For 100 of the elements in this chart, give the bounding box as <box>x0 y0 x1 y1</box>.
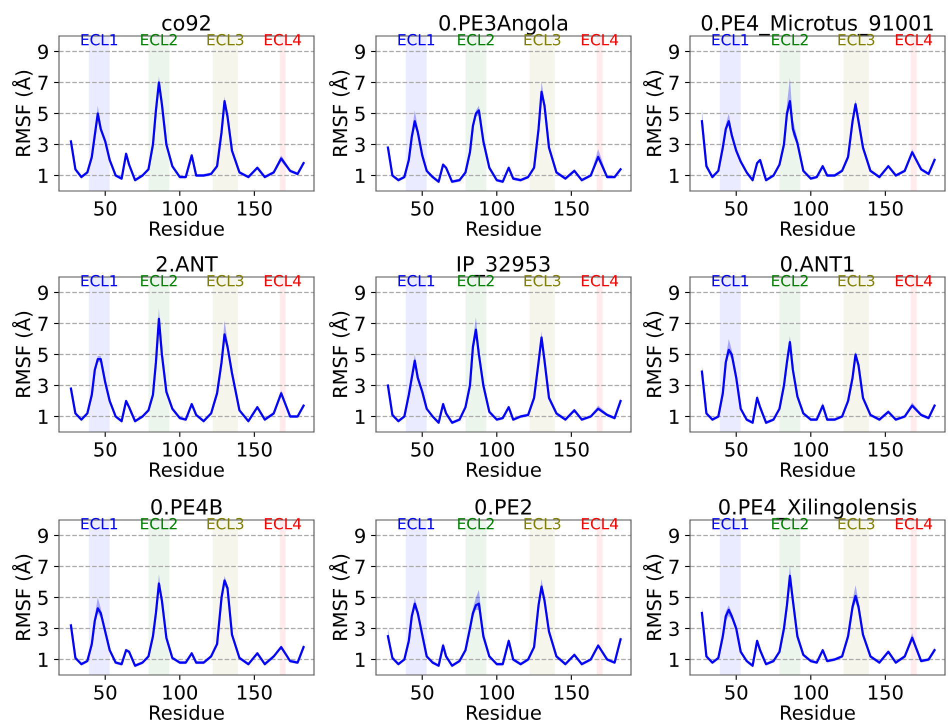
chart-title: 0.PE2 <box>475 498 531 515</box>
y-axis-title: RMSF (Å) <box>12 554 33 640</box>
band-label: ECL2 <box>458 518 494 530</box>
x-tick-label: 50 <box>725 442 748 457</box>
band-label: ECL1 <box>398 274 434 286</box>
y-axis-title: RMSF (Å) <box>329 312 350 397</box>
y-tick-label: 3 <box>38 137 48 152</box>
y-tick-label: 9 <box>355 528 365 544</box>
y-tick-label: 3 <box>355 621 365 636</box>
chart-title: IP_32953 <box>458 256 550 276</box>
x-tick-label: 50 <box>725 201 748 216</box>
y-tick-label: 7 <box>356 560 365 574</box>
y-tick-label: 9 <box>38 44 48 60</box>
x-tick-label: 50 <box>411 201 434 216</box>
y-tick-label: 5 <box>355 106 365 122</box>
y-tick-label: 9 <box>355 44 365 60</box>
chart-title: 0.PE3Angola <box>439 14 568 35</box>
x-tick-label: 50 <box>94 442 116 457</box>
band-label: ECL4 <box>582 274 618 286</box>
chart-title: co92 <box>162 14 210 31</box>
y-tick-label: 9 <box>669 528 679 544</box>
band-label: ECL4 <box>896 274 932 286</box>
x-tick-label: 50 <box>411 685 434 700</box>
x-axis-title: Residue <box>467 462 541 477</box>
y-tick-label: 3 <box>38 378 48 394</box>
x-tick-label: 100 <box>480 442 514 457</box>
y-tick-label: 1 <box>670 168 678 183</box>
x-axis-title: Residue <box>781 704 855 720</box>
y-tick-label: 7 <box>38 560 48 574</box>
y-axis-title: RMSF (Å) <box>643 70 664 156</box>
x-tick-label: 150 <box>868 685 903 700</box>
x-tick-label: 100 <box>163 685 198 700</box>
x-axis-title: Residue <box>467 220 541 236</box>
y-tick-label: 3 <box>355 137 365 152</box>
x-tick-label: 150 <box>238 685 272 700</box>
band-label: ECL4 <box>264 274 302 286</box>
x-tick-label: 100 <box>794 442 828 457</box>
x-tick-label: 50 <box>94 201 116 216</box>
band-label: ECL1 <box>81 34 118 46</box>
band-label: ECL2 <box>141 518 177 530</box>
x-tick-label: 100 <box>480 685 514 700</box>
y-tick-label: 5 <box>355 348 365 362</box>
y-tick-label: 1 <box>356 168 364 183</box>
band-label: ECL3 <box>207 34 244 46</box>
y-tick-label: 9 <box>669 44 679 60</box>
y-axis-title: RMSF (Å) <box>12 70 33 156</box>
band-label: ECL2 <box>141 34 177 46</box>
band-label: ECL1 <box>712 274 748 286</box>
y-tick-label: 7 <box>670 560 679 574</box>
chart-title: 0.PE4_Xilingolensis <box>719 498 916 520</box>
band-label: ECL4 <box>582 34 618 46</box>
x-tick-label: 150 <box>238 201 272 216</box>
x-tick-label: 100 <box>794 685 828 700</box>
band-label: ECL3 <box>207 274 244 286</box>
y-tick-label: 9 <box>38 528 48 544</box>
band-label: ECL1 <box>81 518 118 530</box>
x-tick-label: 50 <box>411 442 434 457</box>
y-tick-label: 5 <box>38 106 48 122</box>
y-tick-label: 5 <box>669 106 679 122</box>
chart-title: 0.ANT1 <box>781 256 854 272</box>
y-tick-label: 1 <box>39 652 48 667</box>
x-axis-title: Residue <box>150 220 224 236</box>
x-tick-label: 100 <box>794 201 828 216</box>
x-tick-label: 100 <box>163 442 198 457</box>
y-tick-label: 1 <box>39 168 48 183</box>
y-tick-label: 5 <box>669 348 679 362</box>
y-tick-label: 5 <box>355 590 365 606</box>
chart-title: 0.PE4B <box>151 498 222 515</box>
chart-title: 0.PE4_Microtus_91001 <box>702 14 933 36</box>
y-tick-label: 5 <box>669 590 679 606</box>
x-axis-title: Residue <box>781 462 855 477</box>
y-axis-title: RMSF (Å) <box>643 312 664 397</box>
y-tick-label: 7 <box>670 316 679 331</box>
band-label: ECL3 <box>207 518 244 530</box>
y-tick-label: 5 <box>38 348 48 362</box>
x-tick-label: 100 <box>163 201 198 216</box>
y-tick-label: 7 <box>38 76 48 90</box>
x-tick-label: 150 <box>868 201 903 216</box>
band-label: ECL3 <box>524 518 560 530</box>
band-label: ECL1 <box>712 34 748 46</box>
band-label: ECL3 <box>524 34 560 46</box>
y-tick-label: 3 <box>669 378 679 394</box>
x-tick-label: 150 <box>554 685 589 700</box>
y-tick-label: 7 <box>38 316 48 331</box>
y-tick-label: 1 <box>39 410 48 424</box>
y-axis-title: RMSF (Å) <box>329 554 350 640</box>
y-tick-label: 1 <box>670 652 678 667</box>
band-label: ECL2 <box>458 274 494 286</box>
band-label: ECL4 <box>264 34 302 46</box>
x-tick-label: 150 <box>238 442 272 457</box>
band-label: ECL4 <box>582 518 618 530</box>
y-tick-label: 9 <box>355 285 365 300</box>
band-label: ECL4 <box>896 34 932 46</box>
band-label: ECL2 <box>458 34 494 46</box>
chart-title: 2.ANT <box>156 256 218 272</box>
y-tick-label: 9 <box>669 285 679 300</box>
band-label: ECL1 <box>398 518 434 530</box>
band-label: ECL1 <box>712 518 748 530</box>
x-tick-label: 150 <box>868 442 903 457</box>
y-tick-label: 1 <box>356 410 364 424</box>
